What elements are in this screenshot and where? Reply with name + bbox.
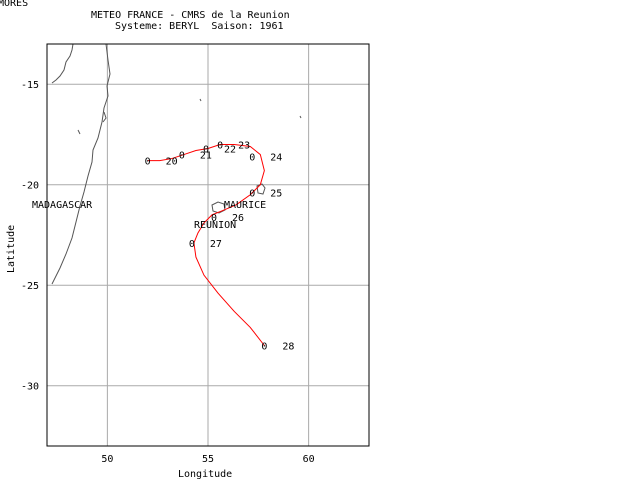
track-point-day: 28 [282,342,294,353]
corner-label: MORES [0,0,29,9]
track-point: 0 22 [203,145,236,156]
plot-frame [46,43,370,447]
track-point-labels: 0 200 210 220 230 240 250 260 270 28 [145,141,295,353]
track-point: 0 27 [189,239,222,250]
reunion-label: REUNION [194,220,236,231]
x-axis-label: Longitude [178,469,232,480]
track-point-hour: 0 [217,141,223,152]
track-point: 0 26 [211,213,244,224]
maurice-label: MAURICE [224,200,266,211]
madagascar-label: MADAGASCAR [32,200,93,211]
y-tick-label: -20 [21,181,39,192]
madagascar-coastline [51,43,111,285]
track-point-hour: 0 [261,342,267,353]
mauritius-island [256,183,266,195]
track-point-day: 25 [270,189,282,200]
track-point-day: 26 [232,213,244,224]
track-point-hour: 0 [145,157,151,168]
track-point-hour: 0 [203,145,209,156]
track-point-day: 20 [166,157,178,168]
track-point: 0 25 [249,189,282,200]
track-point-day: 23 [238,141,250,152]
axis-tick-labels: 50 55 60 -15 -20 -25 -30 [21,80,315,465]
track-point-day: 27 [210,239,222,250]
track-point: 0 20 [145,157,178,168]
track-point-day: 22 [224,145,236,156]
track-point-day: 24 [270,153,282,164]
x-tick-label: 60 [303,454,315,465]
track-point-hour: 0 [249,153,255,164]
track-point: 0 28 [261,342,294,353]
track-point: 0 23 [217,141,250,152]
chart-title: METEO FRANCE - CMRS de la Reunion [91,10,290,21]
y-tick-label: -25 [21,281,39,292]
x-tick-label: 55 [202,454,214,465]
y-tick-label: -30 [21,382,39,393]
track-point: 0 24 [249,153,282,164]
grid [47,44,369,446]
track-point-day: 21 [200,151,212,162]
place-labels: MADAGASCAR MAURICE REUNION [32,200,266,231]
track-point-hour: 0 [179,151,185,162]
x-tick-label: 50 [101,454,113,465]
y-axis-label: Latitude [6,225,17,273]
chart-subtitle: Systeme: BERYL Saison: 1961 [115,21,284,32]
cyclone-track-line [147,144,265,346]
track-point-hour: 0 [189,239,195,250]
y-tick-label: -15 [21,80,39,91]
track-point-hour: 0 [249,189,255,200]
track-point-hour: 0 [211,213,217,224]
track-point: 0 21 [179,151,212,162]
